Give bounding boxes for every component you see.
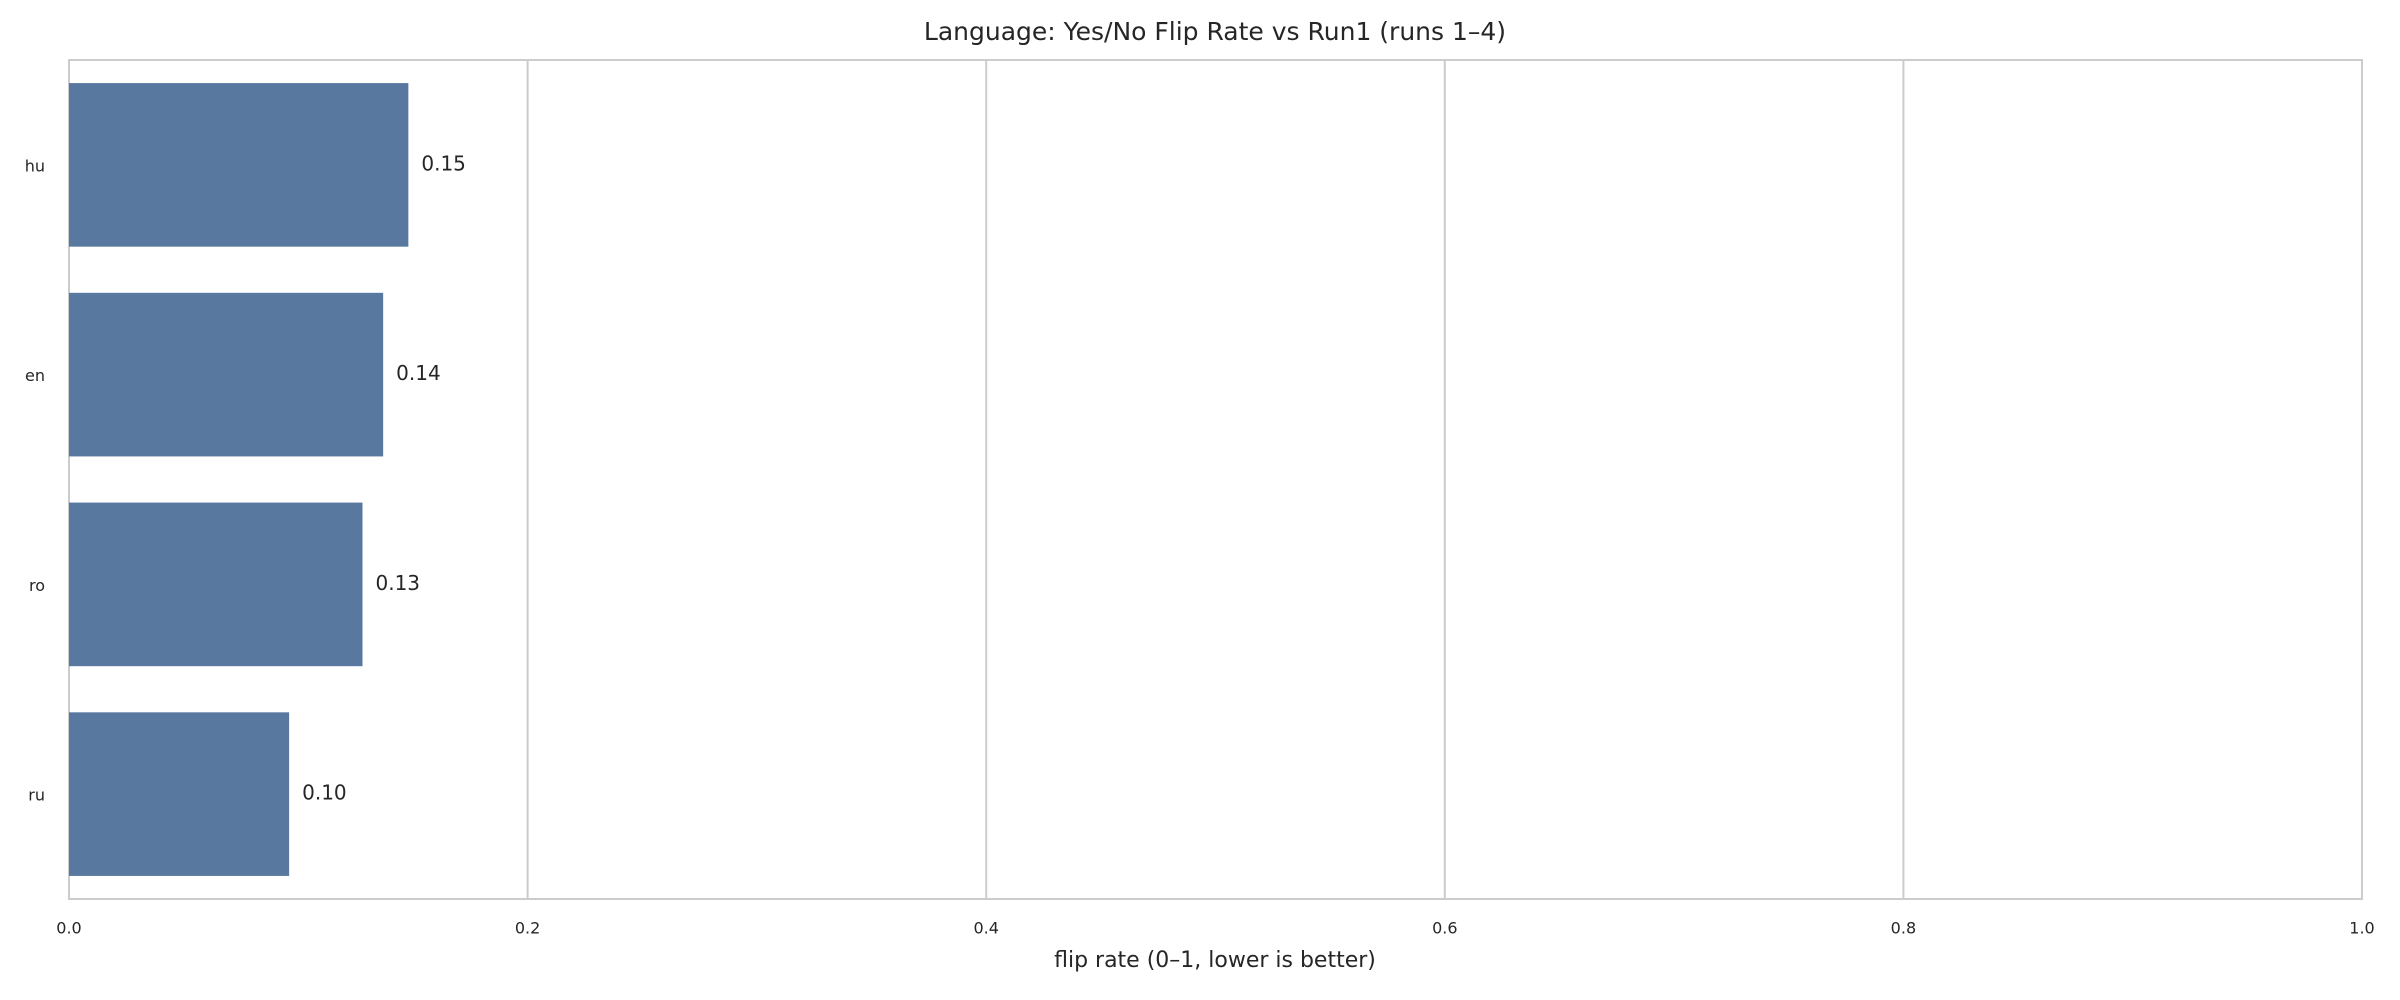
bar — [69, 502, 363, 667]
y-tick-label: ro — [29, 576, 45, 595]
bar — [69, 712, 290, 876]
plot-frame — [68, 59, 2363, 900]
y-tick-label: en — [25, 366, 45, 385]
value-label: 0.15 — [421, 151, 466, 175]
x-tick-label: 1.0 — [2349, 919, 2374, 938]
x-tick-label: 0.6 — [1432, 919, 1457, 938]
x-tick-label: 0.4 — [973, 919, 998, 938]
bar — [69, 292, 384, 457]
x-axis-label: flip rate (0–1, lower is better) — [1054, 948, 1376, 973]
value-label: 0.14 — [396, 361, 441, 385]
value-label: 0.13 — [376, 571, 421, 595]
x-tick-label: 0.2 — [515, 919, 540, 938]
y-tick-label: hu — [25, 156, 45, 175]
bar — [69, 83, 409, 247]
chart-title: Language: Yes/No Flip Rate vs Run1 (runs… — [924, 17, 1506, 46]
y-tick-label: ru — [28, 786, 45, 805]
x-tick-label: 0.0 — [56, 919, 81, 938]
x-tick-label: 0.8 — [1891, 919, 1916, 938]
value-label: 0.10 — [302, 781, 347, 805]
